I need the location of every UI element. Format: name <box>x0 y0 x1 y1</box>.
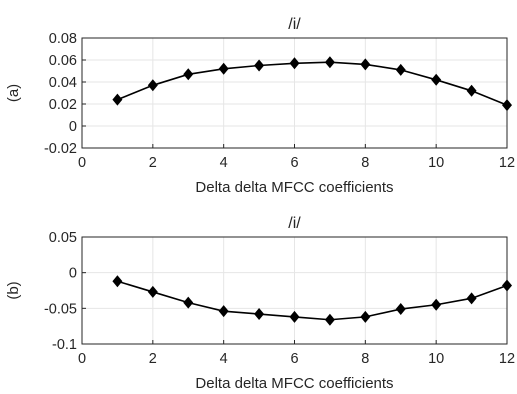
series-line <box>117 61 508 106</box>
y-tick-label: -0.1 <box>52 337 77 353</box>
data-point-marker <box>502 279 512 292</box>
x-tick-label: 8 <box>361 155 369 171</box>
data-point-marker <box>324 313 335 326</box>
data-point-marker <box>289 57 300 70</box>
y-tick-label: -0.05 <box>44 301 77 317</box>
x-tick-label: 2 <box>149 155 157 171</box>
data-point-marker <box>112 93 123 106</box>
data-point-marker <box>324 56 335 69</box>
x-tick-label: 0 <box>78 351 86 367</box>
data-point-marker <box>218 305 229 318</box>
y-tick-label: 0.02 <box>49 97 77 113</box>
x-tick-label: 4 <box>220 155 228 171</box>
y-tick-label: 0.04 <box>49 75 77 91</box>
chart-title: /i/ <box>288 215 301 232</box>
data-point-marker <box>254 308 265 321</box>
x-tick-label: 4 <box>220 351 228 367</box>
panel-a: 0 2 4 6 8 10 12-0.0200.020.040.060.08/i/Delta … <box>5 16 515 196</box>
data-point-marker <box>289 310 300 323</box>
data-point-marker <box>254 59 265 72</box>
data-point-marker <box>360 310 371 323</box>
data-point-marker <box>431 73 442 86</box>
x-axis-label: Delta delta MFCC coefficients <box>195 375 393 392</box>
y-tick-label: 0 <box>69 266 77 282</box>
y-tick-label: 0.08 <box>49 31 77 47</box>
x-tick-label: 6 <box>290 155 298 171</box>
data-point-marker <box>466 292 477 305</box>
data-point-marker <box>395 63 406 76</box>
x-axis-label: Delta delta MFCC coefficients <box>195 179 393 196</box>
x-tick-label: 8 <box>361 351 369 367</box>
series-line <box>117 280 508 321</box>
x-tick-label: 2 <box>149 351 157 367</box>
data-point-marker <box>147 285 158 298</box>
panel-b: 0 2 4 6 8 10 12 -0.1 -0.05 0 0.05/i/Delta delta MF… <box>5 215 515 392</box>
x-tick-label: 12 <box>499 351 515 367</box>
y-axis-label: (b) <box>5 281 22 299</box>
y-axis-label: (a) <box>5 84 22 102</box>
data-point-marker <box>395 303 406 316</box>
x-tick-label: 10 <box>428 351 444 367</box>
y-tick-label: -0.02 <box>44 141 77 157</box>
data-point-marker <box>112 275 123 288</box>
x-tick-label: 12 <box>499 155 515 171</box>
x-tick-label: 0 <box>78 155 86 171</box>
data-point-marker <box>466 84 477 97</box>
data-point-marker <box>218 62 229 75</box>
y-tick-label: 0.06 <box>49 53 77 69</box>
y-tick-label: 0 <box>69 119 77 135</box>
chart-title: /i/ <box>288 16 301 33</box>
y-tick-label: 0.05 <box>49 230 77 246</box>
data-point-marker <box>183 296 194 309</box>
data-point-marker <box>183 68 194 81</box>
data-point-marker <box>431 298 442 311</box>
x-tick-label: 6 <box>290 351 298 367</box>
x-tick-label: 10 <box>428 155 444 171</box>
data-point-marker <box>360 58 371 71</box>
data-point-marker <box>502 99 512 112</box>
data-point-marker <box>147 79 158 92</box>
